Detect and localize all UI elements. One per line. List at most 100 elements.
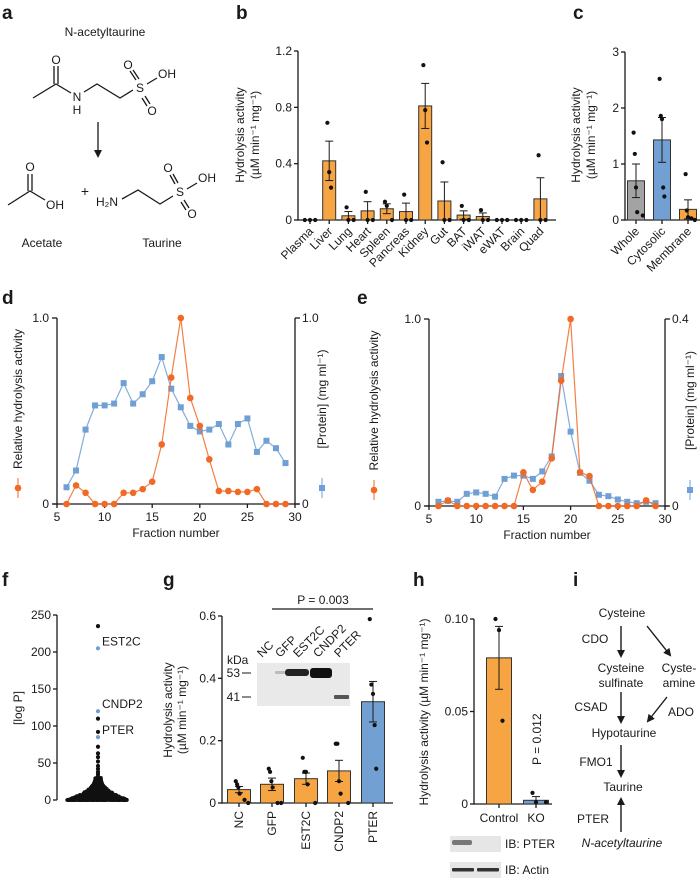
activity-point (234, 488, 242, 496)
blot-label: IB: PTER (505, 837, 555, 851)
protein-line (65, 355, 287, 488)
data-point (543, 800, 549, 805)
y-tick-label: 200 (31, 645, 51, 659)
data-point (104, 791, 109, 796)
y-tick-label: 3 (612, 45, 619, 59)
activity-point (196, 422, 204, 430)
y-tick-label: 50 (38, 756, 52, 770)
p-value-label: P = 0.003 (297, 593, 349, 607)
panel-d-chart: 0 1.0 0 1.0 5 10 15 20 25 30 Fraction number Relati… (11, 311, 329, 540)
blot-band (310, 668, 332, 678)
activity-point (538, 478, 546, 485)
data-point (683, 171, 688, 177)
activity-line (438, 318, 656, 507)
atom-s: S (136, 81, 144, 95)
panel-letter-h: h (413, 570, 425, 591)
x-tick-label: 25 (241, 510, 255, 524)
protein-point (492, 493, 499, 500)
plus-sign: + (81, 183, 89, 199)
data-point (372, 722, 377, 728)
activity-point (586, 472, 593, 480)
data-point (485, 217, 491, 223)
protein-point (454, 498, 461, 505)
atom-oh: OH (198, 171, 216, 185)
panel-letter-c: c (573, 3, 584, 24)
data-point (95, 744, 101, 749)
blot-label: IB: Actin (505, 863, 549, 877)
point-label: CNDP2 (102, 697, 143, 711)
data-point (95, 729, 101, 735)
protein-point (101, 402, 108, 409)
blot-band (452, 868, 474, 872)
point-label: PTER (102, 723, 134, 737)
category-label: EST2C (299, 811, 313, 850)
data-point (505, 217, 510, 223)
arrow-icon (646, 696, 668, 723)
highlighted-point (95, 646, 101, 651)
activity-point (548, 455, 556, 462)
data-point (536, 153, 541, 158)
data-point (530, 790, 535, 796)
protein-point (111, 400, 118, 407)
x-axis-label: Fraction number (132, 526, 219, 540)
activity-point (472, 502, 480, 510)
blot-marker-label: 41 (227, 690, 241, 704)
activity-point (482, 502, 489, 510)
activity-point (605, 502, 612, 510)
panel-f-chart: 0 50 100 150 200 250 [log P] EST2C CNDP2 PTER (11, 608, 143, 807)
activity-point (167, 374, 175, 381)
data-point (370, 217, 375, 223)
data-point (307, 217, 313, 223)
panel-letter-g: g (163, 570, 175, 591)
protein-point (624, 498, 631, 505)
data-point (95, 782, 99, 787)
data-point (70, 798, 74, 802)
data-point (336, 779, 342, 784)
x-tick-label: 10 (470, 512, 484, 526)
x-tick-label: 5 (426, 512, 433, 526)
arrow-icon (646, 625, 672, 657)
protein-line (438, 375, 656, 504)
data-point (421, 62, 426, 68)
activity-point (148, 478, 156, 485)
y-axis-label: Hydrolysis activity (µM min⁻¹ mg⁻¹) (417, 619, 431, 806)
data-point (543, 217, 548, 223)
protein-point (244, 415, 251, 422)
data-point (447, 217, 452, 223)
activity-point (272, 500, 280, 508)
data-point (480, 217, 485, 223)
data-point (111, 797, 116, 801)
atom-o: O (147, 104, 156, 118)
data-point (236, 785, 241, 790)
category-label: CNDP2 (332, 811, 346, 852)
acetate-structure (7, 174, 46, 206)
y-tick-label: 0 (414, 499, 421, 513)
data-point (94, 791, 99, 795)
node-cysteamine: Cyste- (662, 661, 697, 675)
panel-h-chart: 0 0.05 0.10 Control KO (445, 612, 552, 825)
data-point (662, 194, 667, 199)
activity-point (652, 502, 659, 510)
data-point (237, 791, 242, 796)
y-tick-label: 0.10 (445, 612, 469, 626)
y-axis-label-units: (µM min⁻¹ mg⁻¹) (175, 666, 189, 754)
data-point (313, 800, 318, 806)
activity-point (454, 502, 461, 510)
enzyme-ado: ADO (668, 705, 694, 719)
panel-letter-i: i (573, 570, 578, 591)
data-point (270, 785, 275, 790)
atom-o: O (123, 58, 132, 72)
data-point (640, 213, 645, 218)
activity-point (520, 469, 527, 476)
right-y-axis-label: [Protein] (mg ml⁻¹) (683, 351, 697, 450)
y-axis-label-units: (µM min⁻¹ mg⁻¹) (248, 91, 262, 179)
data-point (478, 208, 484, 213)
data-point (524, 217, 529, 223)
x-tick-label: 10 (98, 510, 112, 524)
activity-point (158, 441, 166, 448)
data-point (279, 800, 284, 806)
data-point (95, 624, 101, 629)
protein-point (158, 354, 165, 361)
activity-point (253, 485, 261, 493)
y-tick-label: 250 (31, 608, 51, 622)
